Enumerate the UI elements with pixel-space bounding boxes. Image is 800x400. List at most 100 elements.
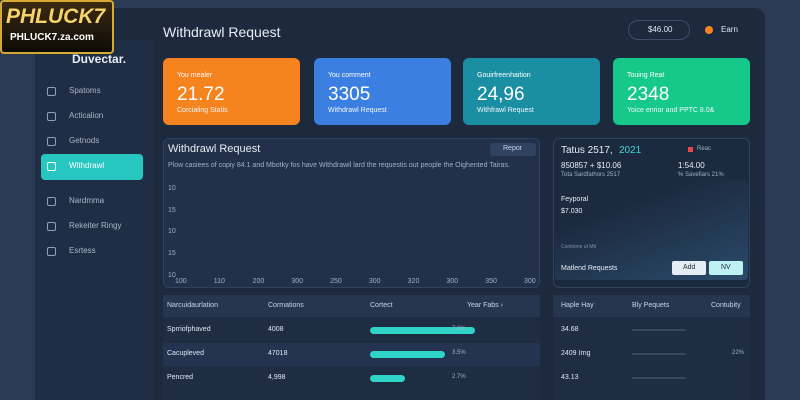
nv-button[interactable] (709, 261, 743, 275)
stat-card (613, 58, 750, 125)
row-name: 43.13 (561, 374, 579, 381)
report-button-label[interactable]: Repor (503, 145, 523, 152)
x-label: 300 (291, 278, 304, 285)
chart-description: Plow casiees of copiy 84.1 and Mbotky fo… (168, 162, 510, 169)
card-value: 21.72 (177, 84, 225, 105)
row-value: 22% (732, 350, 745, 356)
nav-item[interactable]: Rekeiter Ringy (69, 221, 122, 230)
card-value: 3305 (328, 84, 371, 105)
column-header: Narcuidaurlation (167, 302, 218, 309)
brand: Duvectar. (72, 52, 127, 66)
logo-site: PHLUCK7.za.com (10, 32, 94, 43)
faint-bar (632, 329, 686, 331)
balance-pill[interactable] (628, 20, 690, 40)
column-header: Cortect (370, 302, 393, 309)
earn-icon (705, 26, 713, 34)
card-caption: Withfrawl Request (477, 107, 534, 114)
progress-bar (370, 351, 445, 358)
row-count: 47018 (268, 350, 288, 357)
nav-item[interactable]: Esrtess (69, 246, 96, 255)
add-button[interactable] (672, 261, 706, 275)
add-button-label[interactable]: Add (683, 264, 696, 271)
nav-icon (47, 137, 56, 146)
nav-icon (47, 222, 56, 231)
row-name: Cacupleved (167, 350, 204, 357)
card-value: 2348 (627, 84, 670, 105)
y-label: 10 (168, 272, 176, 279)
column-header: Cormations (268, 302, 304, 309)
x-label: 110 (213, 278, 225, 285)
nav-icon (47, 112, 56, 121)
row-percent: 7.6% (452, 326, 466, 332)
logo (0, 0, 114, 54)
row-name: Sprriofphaved (167, 326, 211, 333)
x-label: 300 (368, 278, 381, 285)
page-title: Withdrawl Request (163, 24, 281, 40)
chart-panel (163, 138, 540, 288)
row-count: 4008 (268, 326, 284, 333)
faint-bar (632, 377, 686, 379)
status-savers: % Savefiars 21% (678, 172, 724, 178)
row-percent: 2.7% (452, 374, 466, 380)
row-name: 2409 Irng (561, 350, 591, 357)
stat-card (463, 58, 600, 125)
status-value: $7.030 (561, 208, 583, 215)
nav-item[interactable]: Nardmma (69, 196, 105, 205)
progress-bar (370, 375, 405, 382)
card-label: You comment (328, 72, 371, 79)
x-label: 100 (175, 278, 187, 285)
status-total: Tota Sardfathors 2517 (561, 172, 621, 178)
nav-active[interactable] (41, 154, 143, 180)
row-stripe (163, 343, 540, 366)
card-value: 24,96 (477, 84, 525, 105)
status-title: Tatus 2517, (561, 145, 613, 156)
x-label: 350 (485, 278, 497, 285)
status-amount: 850857 + $10.06 (561, 161, 622, 170)
earn[interactable]: Earn (721, 25, 738, 34)
column-header: Bly Pequets (632, 302, 670, 309)
nav-icon (47, 87, 56, 96)
nav-item[interactable]: Getnods (69, 136, 100, 145)
logo-name: PHLUCK7 (6, 5, 106, 28)
y-label: 15 (168, 250, 176, 257)
table-header (553, 295, 750, 317)
stat-card (314, 58, 451, 125)
requests-label: Matlend Requests (561, 265, 618, 272)
card-label: You mealer (177, 72, 213, 79)
x-label: 300 (446, 278, 459, 285)
x-label: 250 (330, 278, 342, 285)
nav-item[interactable]: Spatoms (69, 86, 101, 95)
card-caption: Yoice enrior and PPTC 8.0& (627, 107, 715, 114)
report-button[interactable] (490, 143, 536, 156)
sidebar (35, 40, 153, 400)
status-year: 2021 (619, 145, 642, 156)
status-tag: Reac (697, 146, 712, 152)
nav-icon (47, 162, 56, 171)
x-label: 200 (252, 278, 265, 285)
progress-bar (370, 327, 475, 334)
card-caption: Withdrawl Request (328, 107, 387, 114)
nv-button-label[interactable]: NV (721, 264, 731, 271)
stat-card (163, 58, 300, 125)
status-label: Feyporal (561, 196, 589, 203)
card-label: Touing Reat (627, 72, 665, 79)
nav-item[interactable]: Withdrawl (69, 161, 105, 170)
status-time: 1:54.00 (678, 161, 705, 170)
nav-item[interactable]: Acticalion (69, 111, 104, 120)
table-header (163, 295, 540, 317)
y-label: 15 (168, 207, 176, 214)
column-header: Year Fabs › (467, 302, 503, 309)
status-note: Contoime ut Mtr (561, 244, 597, 250)
row-count: 4,998 (268, 374, 286, 381)
column-header: Haple Hay (561, 302, 594, 309)
nav-icon (47, 247, 56, 256)
balance: $46.00 (648, 25, 673, 34)
x-label: 320 (407, 278, 420, 285)
y-label: 10 (168, 185, 176, 192)
x-label: 300 (524, 278, 536, 285)
card-label: Gouirfreenhaition (477, 72, 531, 79)
tag-icon (688, 147, 693, 152)
card-caption: Corcialing Statis (177, 107, 228, 114)
y-label: 10 (168, 228, 176, 235)
